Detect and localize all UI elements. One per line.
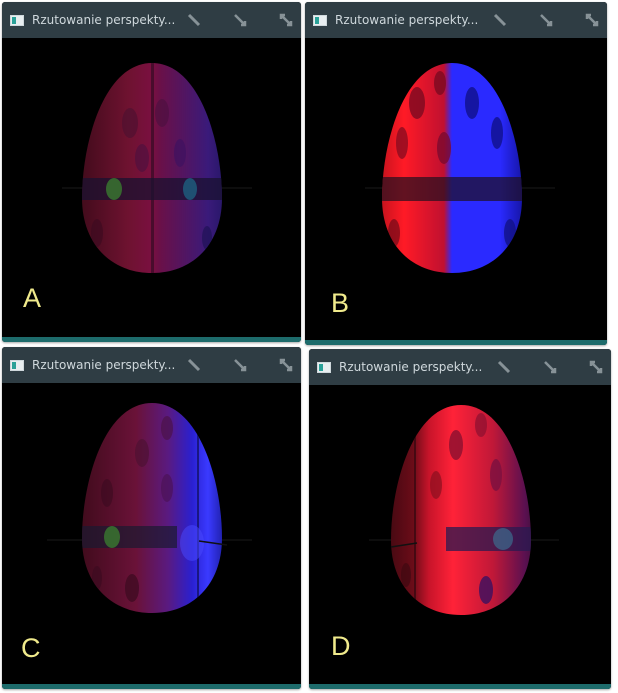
titlebar[interactable]: Rzutowanie perspekty... (309, 349, 611, 385)
egg-render (62, 63, 252, 273)
egg-render (369, 405, 559, 615)
render-viewport[interactable] (2, 38, 301, 337)
window-d: Rzutowanie perspekty... (309, 349, 611, 689)
window-footer (2, 684, 301, 689)
maximize-icon[interactable] (279, 13, 293, 27)
maximize-icon[interactable] (279, 358, 293, 372)
titlebar[interactable]: Rzutowanie perspekty... (2, 347, 301, 383)
render-viewport[interactable] (309, 385, 611, 684)
window-b: Rzutowanie perspekty... (305, 2, 607, 345)
restore-icon[interactable] (543, 360, 557, 374)
panel-label-a: A (23, 283, 42, 313)
minimize-icon[interactable] (497, 360, 511, 374)
window-footer (309, 684, 611, 689)
restore-icon[interactable] (233, 358, 247, 372)
minimize-icon[interactable] (493, 13, 507, 27)
app-window-icon (313, 14, 327, 26)
render-viewport[interactable] (2, 383, 301, 684)
window-title: Rzutowanie perspekty... (335, 13, 479, 27)
window-title: Rzutowanie perspekty... (32, 358, 176, 372)
minimize-icon[interactable] (187, 13, 201, 27)
app-window-icon (317, 361, 331, 373)
restore-icon[interactable] (539, 13, 553, 27)
window-footer (2, 337, 301, 342)
window-title: Rzutowanie perspekty... (32, 13, 176, 27)
panel-label-b: B (331, 288, 350, 318)
window-footer (305, 340, 607, 345)
render-viewport[interactable] (305, 38, 607, 340)
titlebar[interactable]: Rzutowanie perspekty... (2, 2, 301, 38)
panel-label-d: D (331, 631, 351, 661)
maximize-icon[interactable] (589, 360, 603, 374)
panel-label-c: C (21, 633, 41, 663)
titlebar[interactable]: Rzutowanie perspekty... (305, 2, 607, 38)
app-window-icon (10, 14, 24, 26)
maximize-icon[interactable] (585, 13, 599, 27)
egg-render (365, 63, 555, 273)
window-a: Rzutowanie perspekty... (2, 2, 301, 342)
window-title: Rzutowanie perspekty... (339, 360, 483, 374)
minimize-icon[interactable] (187, 358, 201, 372)
app-window-icon (10, 359, 24, 371)
egg-render (47, 403, 252, 613)
window-c: Rzutowanie perspekty... (2, 347, 301, 689)
restore-icon[interactable] (233, 13, 247, 27)
